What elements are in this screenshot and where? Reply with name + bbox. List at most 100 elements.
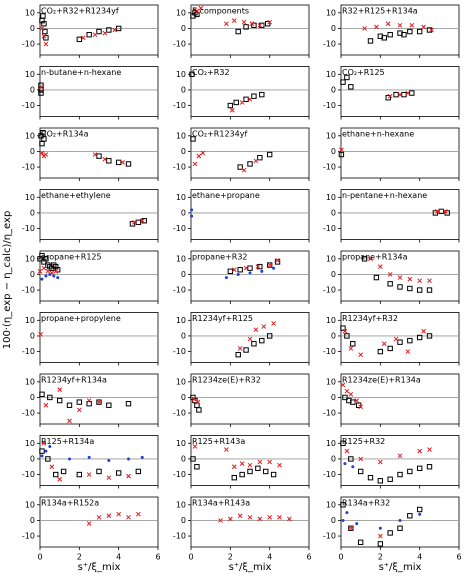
point (416, 287, 423, 293)
point (344, 388, 350, 394)
point (426, 333, 433, 339)
point (407, 276, 413, 282)
point (106, 513, 112, 519)
point (261, 324, 267, 329)
panel-title: R1234yf+R32 (342, 314, 398, 323)
y-tick-label: -10 (323, 40, 336, 49)
point (132, 219, 137, 225)
point (196, 153, 202, 159)
point (356, 402, 362, 408)
point (191, 396, 197, 402)
point (76, 407, 82, 413)
y-tick-label: 10 (326, 316, 336, 325)
point (196, 407, 202, 413)
point (421, 24, 426, 30)
point (243, 24, 249, 30)
point (267, 19, 273, 25)
point (397, 92, 403, 97)
y-tick-label: 0 (30, 147, 35, 156)
point (377, 264, 383, 269)
y-tick-label: -10 (22, 101, 35, 110)
point (387, 272, 393, 277)
panel-title: R1234ze(E)+R32 (192, 376, 261, 385)
x-axis-label: s⁺/ξ_mix (379, 562, 422, 573)
y-tick-label: 0 (331, 208, 336, 217)
point (393, 91, 399, 98)
x-tick-label: 6 (306, 553, 311, 562)
y-tick-label: -10 (173, 163, 186, 172)
point (397, 22, 403, 28)
x-tick-label: 2 (77, 553, 82, 562)
point (251, 22, 257, 29)
y-tick-label: -10 (22, 40, 35, 49)
point (76, 36, 83, 43)
point (435, 209, 440, 214)
point (343, 462, 347, 466)
point (52, 274, 56, 278)
point (257, 516, 263, 522)
y-tick-label: 0 (331, 331, 336, 340)
point (367, 38, 374, 44)
panel-frame (190, 189, 310, 240)
point (126, 514, 131, 520)
y-tick-label: 0 (30, 270, 35, 279)
panel-title: R1234ze(E)+R134a (342, 376, 421, 385)
point (102, 156, 108, 162)
point (348, 456, 354, 462)
point (200, 150, 206, 156)
point (76, 471, 83, 478)
point (341, 518, 345, 522)
panel-title: propane+propylene (41, 314, 121, 323)
point (247, 265, 253, 271)
point (112, 27, 118, 33)
point (227, 102, 234, 109)
point (377, 478, 384, 484)
point (259, 337, 265, 344)
point (368, 256, 373, 262)
point (224, 21, 229, 27)
point (429, 27, 434, 33)
panel-frame (340, 250, 460, 302)
point (39, 140, 45, 147)
panel-title: CO₂+R32+R1234yf (41, 7, 119, 16)
point (253, 327, 259, 333)
point (272, 266, 276, 270)
panel-frame (190, 127, 310, 179)
point (38, 332, 43, 337)
point (127, 457, 130, 461)
point (235, 28, 241, 35)
point (56, 276, 60, 280)
y-tick-label: 10 (176, 316, 186, 325)
point (237, 164, 243, 170)
point (387, 530, 393, 536)
point (387, 93, 393, 99)
point (47, 394, 53, 401)
point (265, 21, 271, 27)
y-tick-label: 10 (25, 316, 35, 325)
y-tick-label: 0 (331, 516, 336, 525)
point (407, 513, 413, 519)
y-tick-label: 10 (176, 193, 186, 202)
y-tick-label: 0 (30, 516, 35, 525)
point (350, 341, 356, 347)
panel-frame (340, 312, 460, 363)
y-tick-label: 0 (30, 208, 35, 217)
panel-frame (340, 4, 460, 56)
panel-title: R125+R134a (41, 437, 94, 446)
y-tick-label: 10 (326, 8, 336, 17)
point (237, 513, 243, 519)
point (409, 22, 415, 28)
panel-title: ethane+n-hexane (342, 130, 414, 139)
y-tick-label: 10 (176, 8, 186, 17)
point (57, 476, 63, 482)
point (239, 461, 245, 466)
panel-frame (340, 127, 460, 179)
point (106, 475, 112, 481)
panel-title: CO₂+R134a (41, 130, 89, 139)
point (87, 455, 91, 459)
point (255, 264, 261, 269)
y-tick-label: -10 (323, 163, 336, 172)
point (397, 275, 403, 280)
point (266, 333, 273, 339)
y-tick-label: 10 (176, 377, 186, 386)
